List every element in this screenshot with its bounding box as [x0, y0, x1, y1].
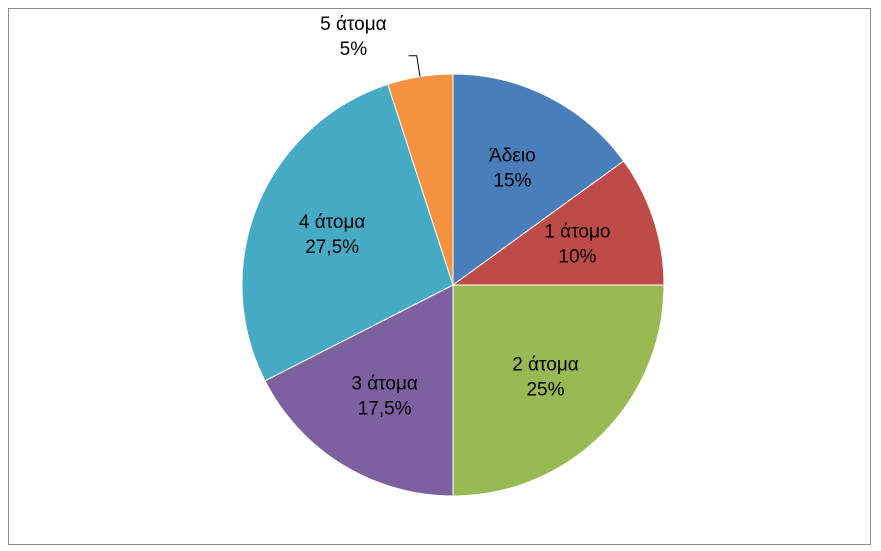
slice-label: 4 άτομα — [299, 212, 366, 233]
leader-line — [408, 55, 421, 77]
pie-slice — [451, 160, 665, 286]
slice-label: 5 άτομα — [320, 14, 387, 35]
slice-label: Άδειο — [489, 145, 536, 166]
pie-slice — [241, 83, 454, 382]
pie-slice — [264, 284, 454, 497]
slice-value-label: 10% — [558, 247, 596, 268]
slice-value-label: 5% — [340, 39, 368, 60]
slice-value-label: 17,5% — [358, 399, 412, 420]
slice-label: 3 άτομα — [351, 374, 418, 395]
slice-label: 1 άτομο — [544, 222, 610, 243]
pie-slice — [452, 284, 665, 497]
slice-value-label: 27,5% — [305, 237, 359, 258]
pie-slice — [452, 73, 625, 286]
slice-label: 2 άτομα — [512, 355, 579, 376]
slice-value-label: 25% — [526, 380, 564, 401]
slice-value-label: 15% — [493, 170, 531, 191]
